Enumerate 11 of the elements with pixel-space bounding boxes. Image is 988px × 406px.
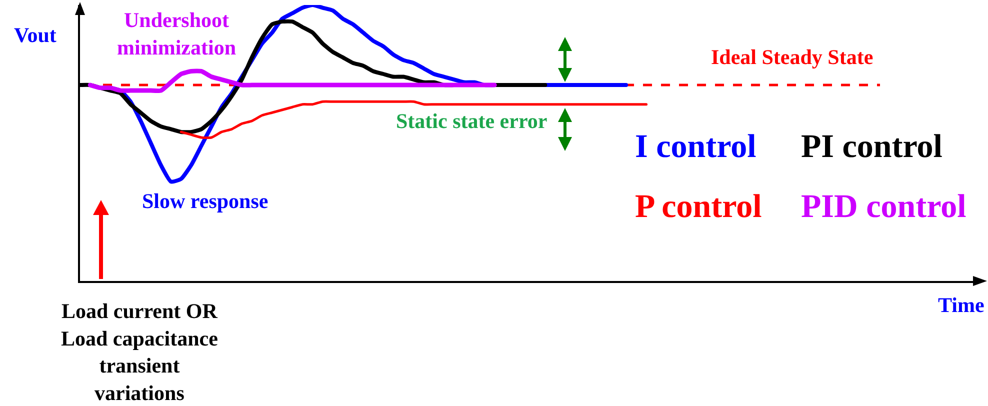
text: P control <box>635 189 762 225</box>
text: PI control <box>801 129 942 165</box>
text: PID control <box>801 189 966 225</box>
ref-line-label: Ideal Steady State <box>711 45 874 69</box>
text: Load current OR Load capacitance transient variations <box>61 299 218 405</box>
annotation: Static state error <box>396 109 548 133</box>
annotation: Undershoot minimization <box>117 8 236 60</box>
annotation: Slow response <box>142 189 268 213</box>
series-label: I control <box>635 129 756 165</box>
x-axis-title: Time <box>938 293 984 317</box>
y-axis-title: Vout <box>14 23 56 47</box>
